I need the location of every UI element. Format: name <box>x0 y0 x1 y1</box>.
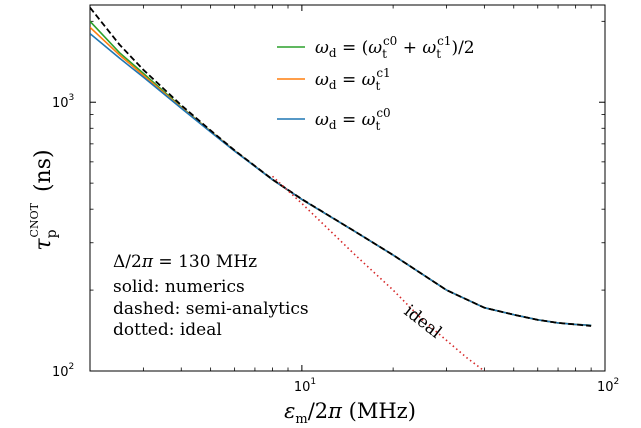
series-group <box>90 7 592 371</box>
annotations: Δ/2π = 130 MHz solid: numerics dashed: s… <box>113 252 445 343</box>
axis-ticks: 101 102 102 103 <box>52 5 619 395</box>
y-tick-label: 103 <box>52 93 74 111</box>
x-axis-label: εm/2π (MHz) <box>284 399 416 427</box>
series-dashed <box>90 7 592 327</box>
annotation-ideal: ideal <box>400 301 445 343</box>
annotation-dotted: dotted: ideal <box>113 320 222 340</box>
y-tick-label: 102 <box>52 362 74 380</box>
series-ideal <box>271 175 486 371</box>
svg-text:τpCNOT (ns): τpCNOT (ns) <box>28 149 60 250</box>
annotation-dashed: dashed: semi-analytics <box>113 299 309 319</box>
annotation-delta: Δ/2π = 130 MHz <box>113 252 257 272</box>
legend-label-orange: ωd = ωtc1 <box>315 66 391 93</box>
svg-text:εm/2π (MHz): εm/2π (MHz) <box>284 399 416 427</box>
x-tick-label: 101 <box>294 377 316 395</box>
y-axis-label: τpCNOT (ns) <box>28 149 60 250</box>
annotation-solid: solid: numerics <box>113 277 245 297</box>
legend-label-green: ωd = (ωtc0 + ωtc1)/2 <box>315 34 475 61</box>
legend-label-blue: ωd = ωtc0 <box>315 106 391 133</box>
x-tick-label: 102 <box>597 377 619 395</box>
plot-frame <box>89 4 606 372</box>
legend: ωd = (ωtc0 + ωtc1)/2 ωd = ωtc1 ωd = ωtc0 <box>277 34 475 133</box>
